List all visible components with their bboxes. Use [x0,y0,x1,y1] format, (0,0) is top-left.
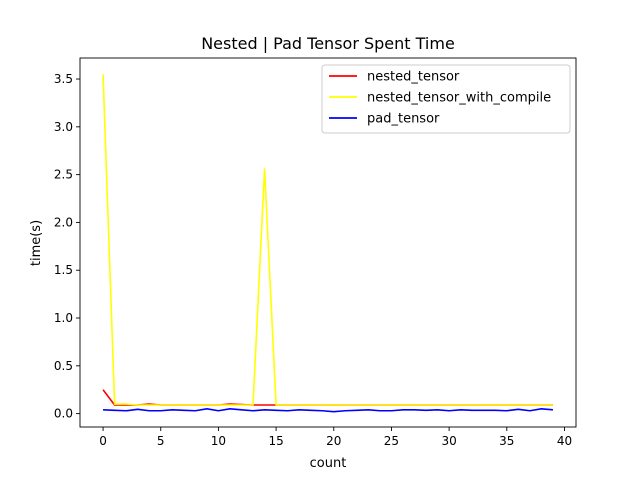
plot-area: 0 5 10 15 20 25 30 35 40 0.0 0.5 1.0 1.5 2.0 2.5 3.0 3.5 [54,57,577,448]
legend-label: pad_tensor [367,112,440,127]
series-line-0 [102,389,553,406]
y-axis-label: time(s) [29,220,44,266]
series-line-1 [102,74,553,406]
y-tick-label: 1.0 [54,311,73,325]
y-tick-label: 1.5 [54,263,73,277]
chart-title: Nested | Pad Tensor Spent Time [201,34,455,53]
x-tick-label: 0 [99,434,107,448]
x-tick-label: 15 [268,434,283,448]
x-tick-label: 25 [384,434,399,448]
x-tick-label: 30 [441,434,456,448]
x-tick-label: 10 [211,434,226,448]
legend: nested_tensor nested_tensor_with_compilep… [321,64,571,134]
y-tick-label: 3.0 [54,120,73,134]
y-tick-label: 2.0 [54,215,73,229]
legend-label: nested_tensor [367,70,460,85]
legend-label: nested_tensor_with_compile [367,91,551,106]
x-tick-label: 35 [499,434,514,448]
x-tick-label: 20 [326,434,341,448]
axes-frame [79,57,577,428]
legend-box [321,64,571,134]
x-axis-label: count [310,456,347,471]
series-line-2 [103,408,553,413]
y-tick-label: 2.5 [54,168,73,182]
y-tick-label: 3.5 [54,72,73,86]
y-tick-label: 0.0 [54,407,73,421]
y-tick-label: 0.5 [54,359,73,373]
x-tick-label: 40 [557,434,572,448]
x-tick-label: 5 [157,434,165,448]
